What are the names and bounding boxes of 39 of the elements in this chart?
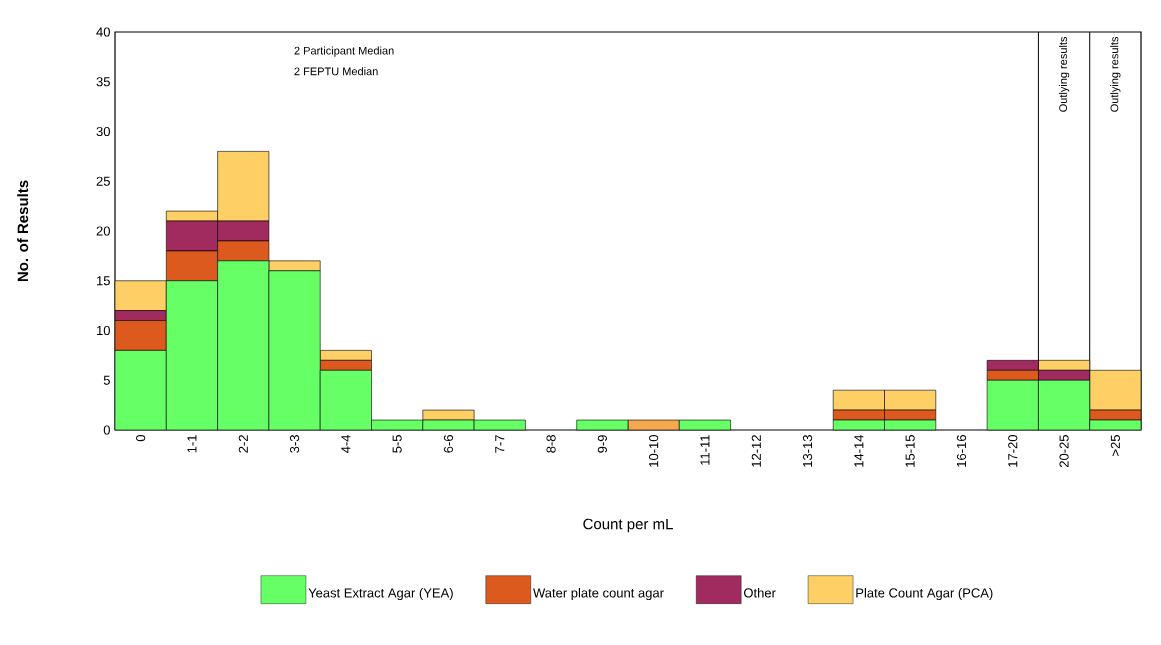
y-tick-label: 0 — [103, 425, 110, 435]
x-tick-label: 20-25 — [1059, 435, 1069, 468]
x-tick-label: >25 — [1110, 435, 1120, 456]
annotation: 2 FEPTU Median — [294, 67, 378, 76]
y-tick-label: 25 — [96, 176, 110, 186]
x-tick-label: 15-15 — [905, 435, 915, 467]
x-tick-label: 5-5 — [392, 435, 402, 453]
x-tick-label: 11-11 — [700, 435, 710, 465]
x-tick-label: 14-14 — [854, 434, 864, 467]
x-tick-label: 3-3 — [289, 435, 300, 453]
x-tick-label: 9-9 — [597, 435, 607, 453]
x-tick-label: 8-8 — [546, 435, 556, 453]
x-tick-label: 13-13 — [802, 435, 813, 467]
x-tick-label: 10-10 — [649, 435, 659, 467]
y-tick-label: 10 — [97, 325, 110, 336]
y-tick-label: 20 — [96, 226, 110, 236]
x-tick-label: 2-2 — [238, 435, 248, 453]
y-axis-title: No. of Results — [17, 180, 29, 282]
y-tick-label: 15 — [97, 276, 110, 286]
legend-label: Yeast Extract Agar (YEA) — [308, 587, 453, 601]
annotation: Outlying results — [1110, 36, 1121, 112]
legend-label: Other — [744, 587, 776, 598]
y-tick-label: 40 — [96, 27, 110, 37]
x-tick-label: 6-6 — [443, 435, 454, 453]
x-axis-title: Count per mL — [583, 518, 673, 533]
x-tick-label: 7-7 — [495, 435, 505, 453]
y-tick-label: 5 — [103, 375, 110, 385]
y-tick-label: 35 — [96, 77, 110, 87]
x-tick-label: 1-1 — [187, 435, 197, 453]
x-tick-label: 4-4 — [341, 434, 351, 454]
annotation: Outlying results — [1058, 36, 1070, 112]
x-tick-label: 0 — [136, 435, 146, 442]
legend-label: Plate Count Agar (PCA) — [856, 587, 993, 601]
legend-label: Water plate count agar — [533, 587, 664, 601]
y-tick-label: 30 — [96, 126, 110, 137]
x-tick-label: 16-16 — [956, 435, 967, 467]
annotation: 2 Participant Median — [294, 46, 394, 57]
x-tick-label: 17-20 — [1008, 435, 1018, 467]
x-tick-label: 12-12 — [751, 435, 761, 467]
